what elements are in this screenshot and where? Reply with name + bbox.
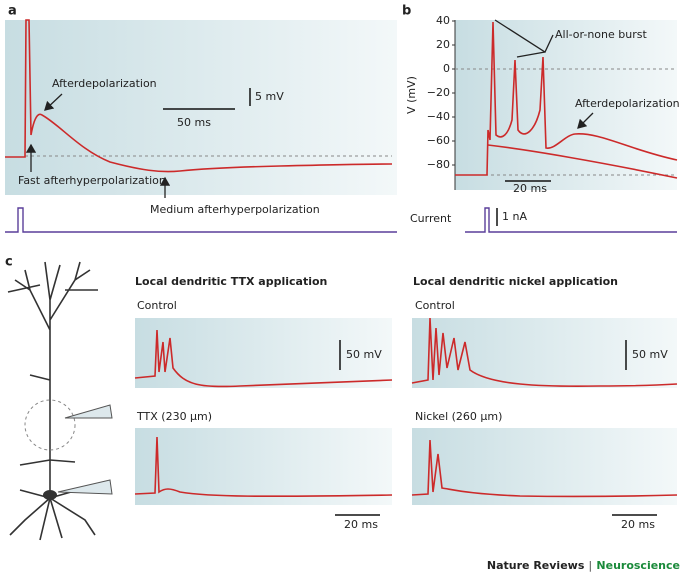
arrow [577, 112, 594, 129]
trace [134, 436, 393, 498]
y-tick-label: −40 [427, 110, 450, 123]
annotation: All-or-none burst [555, 28, 647, 41]
scale-label: 20 ms [513, 182, 547, 195]
trace-label: Control [415, 299, 455, 312]
annotation: Afterdepolarization [52, 77, 157, 90]
panel-label: a [8, 4, 17, 19]
journal: Nature Reviews [487, 559, 585, 572]
annotation: Medium afterhyperpolarization [150, 203, 320, 216]
arrow [44, 93, 63, 111]
trace [487, 144, 678, 179]
trace [134, 329, 393, 388]
subtitle: Local dendritic TTX application [135, 275, 327, 288]
panel-background [412, 428, 677, 505]
scale-label: 5 mV [255, 90, 284, 103]
stimulus [5, 207, 397, 233]
separator: | [588, 559, 592, 572]
y-tick-label: 40 [436, 14, 450, 27]
y-tick-label: −60 [427, 134, 450, 147]
scale-label: 50 mV [632, 348, 668, 361]
trace-label: TTX (230 μm) [136, 410, 212, 423]
trace-label: Nickel (260 μm) [415, 410, 502, 423]
y-tick-label: 0 [443, 62, 450, 75]
annotation: Fast afterhyperpolarization [18, 174, 166, 187]
footer: Nature Reviews | Neuroscience [487, 559, 680, 572]
trace [455, 21, 678, 176]
annotation: Afterdepolarization [575, 97, 680, 110]
trace [411, 317, 678, 388]
panel-label: c [5, 255, 13, 270]
section: Neuroscience [596, 559, 680, 572]
panel-background [135, 318, 392, 388]
panel-background [135, 428, 392, 505]
label: Current [410, 212, 452, 225]
trace-label: Control [137, 299, 177, 312]
pointer [494, 19, 554, 58]
scale-label: 20 ms [344, 518, 378, 531]
stimulus [465, 207, 677, 233]
scale-label: 20 ms [621, 518, 655, 531]
trace [5, 19, 393, 173]
neuron [7, 261, 113, 541]
y-tick-label: 20 [436, 38, 450, 51]
y-tick-label: −80 [427, 158, 450, 171]
y-tick-label: −20 [427, 86, 450, 99]
axis-label: V (mV) [405, 76, 418, 114]
subtitle: Local dendritic nickel application [413, 275, 618, 288]
panel-background [5, 20, 397, 195]
trace [411, 439, 678, 498]
scale-label: 50 mV [346, 348, 382, 361]
scale-label: 50 ms [177, 116, 211, 129]
panel-label: b [402, 4, 411, 19]
scale-label: 1 nA [502, 210, 527, 223]
